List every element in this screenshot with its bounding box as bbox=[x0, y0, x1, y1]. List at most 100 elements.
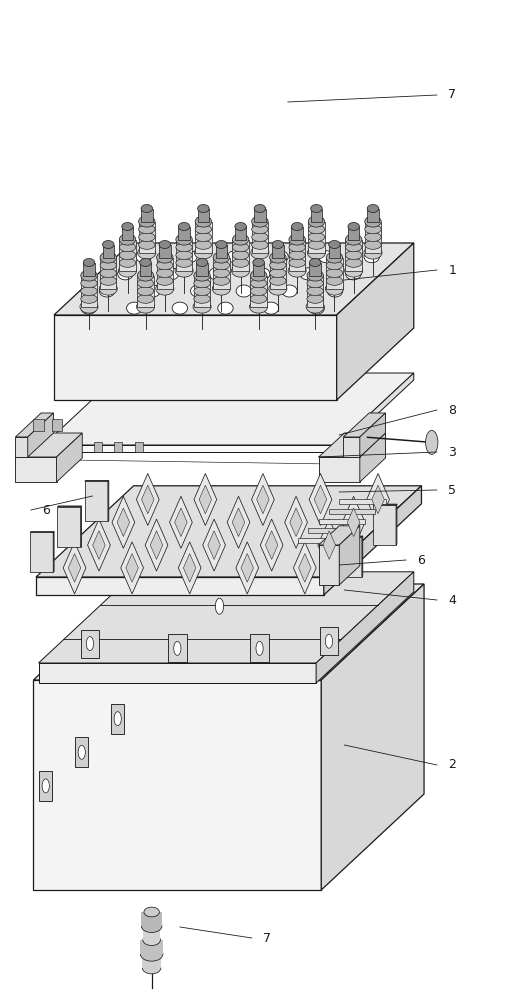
Polygon shape bbox=[15, 457, 57, 482]
Ellipse shape bbox=[175, 264, 193, 277]
Ellipse shape bbox=[269, 282, 287, 295]
Ellipse shape bbox=[194, 295, 210, 303]
Ellipse shape bbox=[142, 962, 161, 974]
Circle shape bbox=[325, 634, 333, 648]
Polygon shape bbox=[339, 499, 386, 504]
Polygon shape bbox=[183, 554, 196, 582]
Ellipse shape bbox=[250, 287, 267, 296]
Ellipse shape bbox=[345, 243, 362, 252]
Polygon shape bbox=[319, 526, 360, 545]
Polygon shape bbox=[232, 239, 249, 271]
Ellipse shape bbox=[122, 223, 133, 231]
Ellipse shape bbox=[143, 934, 160, 946]
Ellipse shape bbox=[326, 269, 343, 278]
Polygon shape bbox=[321, 584, 424, 890]
Polygon shape bbox=[122, 227, 133, 239]
Ellipse shape bbox=[232, 258, 249, 267]
Ellipse shape bbox=[308, 225, 325, 234]
Ellipse shape bbox=[232, 264, 250, 277]
Polygon shape bbox=[176, 239, 192, 271]
Ellipse shape bbox=[345, 258, 362, 267]
Ellipse shape bbox=[119, 264, 137, 277]
Polygon shape bbox=[52, 419, 62, 431]
Ellipse shape bbox=[307, 279, 323, 288]
Ellipse shape bbox=[345, 268, 361, 280]
Ellipse shape bbox=[99, 282, 117, 295]
Ellipse shape bbox=[291, 223, 303, 231]
Ellipse shape bbox=[288, 264, 306, 277]
Ellipse shape bbox=[137, 270, 154, 281]
Ellipse shape bbox=[252, 225, 268, 234]
Polygon shape bbox=[235, 227, 246, 239]
Ellipse shape bbox=[176, 234, 192, 245]
Ellipse shape bbox=[254, 268, 270, 280]
Polygon shape bbox=[360, 413, 386, 457]
Ellipse shape bbox=[326, 277, 343, 285]
Ellipse shape bbox=[309, 259, 321, 267]
Polygon shape bbox=[197, 209, 209, 222]
Ellipse shape bbox=[102, 240, 114, 248]
Polygon shape bbox=[36, 486, 421, 577]
Ellipse shape bbox=[139, 233, 155, 242]
Polygon shape bbox=[15, 433, 82, 457]
Ellipse shape bbox=[197, 205, 209, 213]
Polygon shape bbox=[102, 244, 114, 258]
Polygon shape bbox=[178, 542, 201, 594]
Ellipse shape bbox=[119, 234, 136, 245]
Polygon shape bbox=[308, 528, 355, 533]
Polygon shape bbox=[232, 508, 245, 537]
Polygon shape bbox=[320, 627, 338, 655]
Polygon shape bbox=[309, 473, 332, 525]
Polygon shape bbox=[126, 554, 138, 582]
Polygon shape bbox=[339, 526, 360, 585]
Ellipse shape bbox=[273, 251, 288, 263]
Ellipse shape bbox=[157, 261, 173, 270]
Ellipse shape bbox=[157, 277, 173, 285]
Ellipse shape bbox=[308, 216, 325, 227]
Ellipse shape bbox=[326, 252, 343, 263]
Ellipse shape bbox=[270, 261, 286, 270]
Ellipse shape bbox=[227, 251, 243, 263]
Polygon shape bbox=[112, 496, 135, 548]
Polygon shape bbox=[178, 227, 190, 239]
Polygon shape bbox=[318, 519, 341, 571]
Polygon shape bbox=[252, 222, 268, 253]
Text: 4: 4 bbox=[448, 593, 456, 606]
Polygon shape bbox=[314, 485, 327, 514]
Ellipse shape bbox=[308, 233, 325, 242]
Polygon shape bbox=[290, 508, 302, 537]
Ellipse shape bbox=[367, 205, 379, 213]
Ellipse shape bbox=[365, 240, 381, 249]
Polygon shape bbox=[250, 276, 267, 307]
Ellipse shape bbox=[365, 233, 381, 242]
Ellipse shape bbox=[81, 279, 97, 288]
Polygon shape bbox=[291, 227, 303, 239]
Ellipse shape bbox=[252, 233, 268, 242]
Polygon shape bbox=[260, 519, 283, 571]
Polygon shape bbox=[44, 445, 337, 452]
Ellipse shape bbox=[139, 216, 155, 227]
Ellipse shape bbox=[232, 243, 249, 252]
Circle shape bbox=[42, 779, 49, 793]
Polygon shape bbox=[323, 531, 336, 559]
Polygon shape bbox=[140, 263, 151, 276]
Ellipse shape bbox=[80, 300, 98, 313]
Polygon shape bbox=[119, 239, 136, 271]
Polygon shape bbox=[141, 485, 154, 514]
Polygon shape bbox=[81, 276, 97, 307]
Ellipse shape bbox=[263, 302, 279, 314]
Polygon shape bbox=[250, 634, 269, 662]
Polygon shape bbox=[15, 413, 53, 437]
Ellipse shape bbox=[307, 246, 325, 259]
Ellipse shape bbox=[289, 243, 305, 252]
Ellipse shape bbox=[176, 251, 192, 260]
Polygon shape bbox=[93, 531, 105, 559]
Ellipse shape bbox=[252, 216, 268, 227]
Ellipse shape bbox=[250, 295, 267, 303]
Polygon shape bbox=[194, 473, 217, 525]
Polygon shape bbox=[316, 572, 414, 683]
Ellipse shape bbox=[100, 269, 117, 278]
Ellipse shape bbox=[195, 216, 212, 227]
Polygon shape bbox=[310, 209, 322, 222]
Polygon shape bbox=[307, 276, 323, 307]
